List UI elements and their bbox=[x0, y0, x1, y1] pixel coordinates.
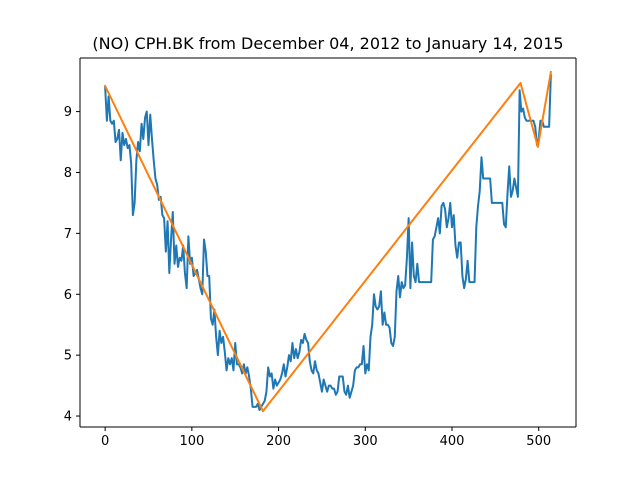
y-tick-label: 8 bbox=[64, 166, 72, 181]
x-tick-label: 100 bbox=[179, 434, 204, 449]
y-tick-label: 4 bbox=[64, 410, 72, 425]
series-group bbox=[103, 70, 553, 413]
y-tick-label: 6 bbox=[64, 288, 72, 303]
y-tick-label: 7 bbox=[64, 227, 72, 242]
x-tick-label: 500 bbox=[526, 434, 551, 449]
series-line-price bbox=[104, 74, 552, 411]
x-tick-label: 200 bbox=[266, 434, 291, 449]
chart-title: (NO) CPH.BK from December 04, 2012 to Ja… bbox=[92, 34, 563, 53]
series-line-trend bbox=[103, 70, 553, 413]
y-tick-label: 9 bbox=[64, 105, 72, 120]
plot-area: 0 100 200 300 400 500 4 5 6 7 8 9 bbox=[64, 57, 577, 449]
y-tick-label: 5 bbox=[64, 349, 72, 364]
x-tick-label: 300 bbox=[353, 434, 378, 449]
x-tick-label: 0 bbox=[101, 434, 109, 449]
x-tick-label: 400 bbox=[440, 434, 465, 449]
